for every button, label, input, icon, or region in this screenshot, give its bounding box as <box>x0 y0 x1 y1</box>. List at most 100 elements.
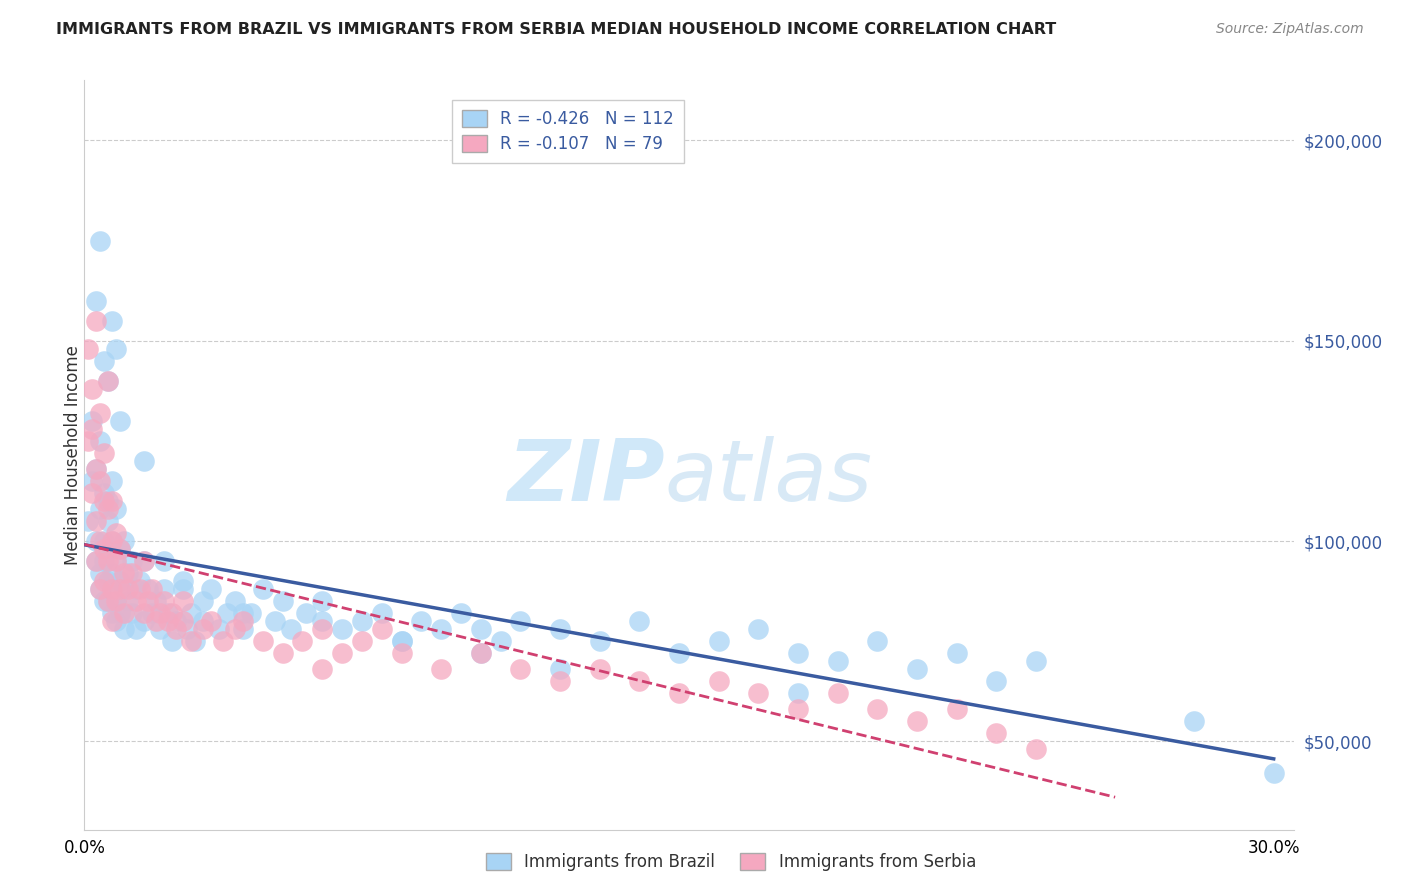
Legend: Immigrants from Brazil, Immigrants from Serbia: Immigrants from Brazil, Immigrants from … <box>478 845 984 880</box>
Point <box>152 594 174 608</box>
Point <box>747 686 769 700</box>
Point <box>141 606 163 620</box>
Point <box>93 594 115 608</box>
Point <box>668 646 690 660</box>
Point <box>330 646 353 660</box>
Point <box>193 622 215 636</box>
Point <box>866 702 889 716</box>
Point <box>548 674 571 689</box>
Text: Source: ZipAtlas.com: Source: ZipAtlas.com <box>1216 22 1364 37</box>
Point <box>82 474 104 488</box>
Point <box>93 554 115 568</box>
Point <box>132 554 155 568</box>
Point <box>128 574 150 588</box>
Point <box>105 526 128 541</box>
Point <box>93 494 115 508</box>
Point <box>101 582 124 596</box>
Legend: R = -0.426   N = 112, R = -0.107   N = 79: R = -0.426 N = 112, R = -0.107 N = 79 <box>451 100 685 163</box>
Point <box>271 646 294 660</box>
Point <box>77 434 100 448</box>
Point <box>905 714 928 729</box>
Point <box>145 594 167 608</box>
Point <box>165 622 187 636</box>
Point <box>89 434 111 448</box>
Point <box>82 382 104 396</box>
Point <box>330 622 353 636</box>
Point <box>370 622 392 636</box>
Point <box>165 614 187 628</box>
Point <box>827 654 849 668</box>
Point <box>125 582 148 596</box>
Point <box>105 594 128 608</box>
Point <box>311 662 333 676</box>
Point <box>132 554 155 568</box>
Point <box>311 594 333 608</box>
Point <box>89 534 111 549</box>
Point <box>84 514 107 528</box>
Point <box>112 566 135 581</box>
Point <box>1184 714 1206 729</box>
Point <box>180 606 202 620</box>
Point <box>101 606 124 620</box>
Point <box>628 674 651 689</box>
Point <box>84 554 107 568</box>
Point <box>121 554 143 568</box>
Point <box>239 606 262 620</box>
Point <box>105 502 128 516</box>
Point <box>986 726 1008 740</box>
Point <box>945 646 967 660</box>
Point <box>97 542 120 557</box>
Point <box>391 634 413 648</box>
Point <box>280 622 302 636</box>
Point <box>232 614 254 628</box>
Point <box>391 634 413 648</box>
Point <box>271 594 294 608</box>
Point <box>105 554 128 568</box>
Point <box>112 606 135 620</box>
Point <box>105 594 128 608</box>
Point <box>77 342 100 356</box>
Point <box>93 446 115 460</box>
Point <box>160 606 183 620</box>
Point <box>89 582 111 596</box>
Point <box>101 474 124 488</box>
Point <box>430 662 453 676</box>
Point <box>252 634 274 648</box>
Point <box>470 646 492 660</box>
Point <box>108 542 131 557</box>
Point <box>430 622 453 636</box>
Point <box>548 662 571 676</box>
Point <box>193 614 215 628</box>
Point <box>149 606 172 620</box>
Point <box>986 674 1008 689</box>
Point <box>787 702 810 716</box>
Point <box>509 662 531 676</box>
Point <box>489 634 512 648</box>
Point <box>125 594 148 608</box>
Point <box>589 634 612 648</box>
Point <box>787 646 810 660</box>
Point <box>101 534 124 549</box>
Point <box>232 606 254 620</box>
Y-axis label: Median Household Income: Median Household Income <box>65 345 82 565</box>
Point <box>105 614 128 628</box>
Point <box>112 534 135 549</box>
Point <box>180 634 202 648</box>
Point <box>93 353 115 368</box>
Point <box>97 514 120 528</box>
Point <box>156 606 179 620</box>
Point <box>152 582 174 596</box>
Point <box>668 686 690 700</box>
Point <box>97 494 120 508</box>
Point <box>200 582 222 596</box>
Point <box>105 342 128 356</box>
Point <box>295 606 318 620</box>
Point <box>787 686 810 700</box>
Point <box>97 554 120 568</box>
Point <box>905 662 928 676</box>
Point <box>112 622 135 636</box>
Point <box>370 606 392 620</box>
Point <box>232 622 254 636</box>
Point <box>97 502 120 516</box>
Point <box>101 494 124 508</box>
